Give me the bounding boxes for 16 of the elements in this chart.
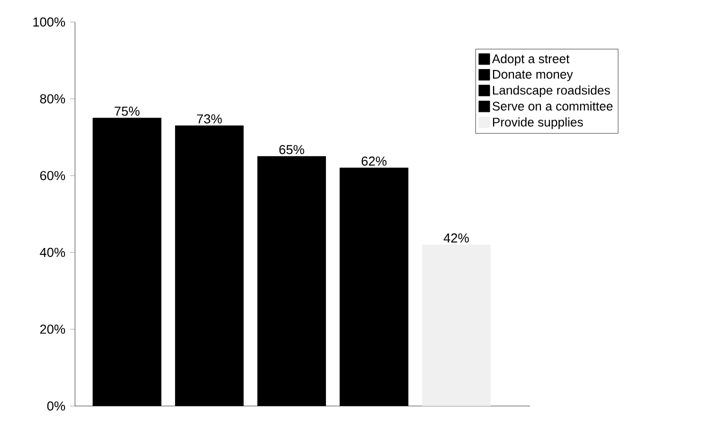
- legend-label: Landscape roadsides: [493, 86, 610, 98]
- y-tick-label: 40%: [40, 248, 66, 257]
- data-label: 62%: [362, 156, 386, 166]
- y-tick-label: 60%: [40, 171, 66, 180]
- y-tick-label: 20%: [40, 324, 66, 334]
- y-tick-label: 100%: [33, 17, 66, 27]
- data-label: 42%: [444, 233, 469, 243]
- y-tick-label: 0%: [47, 401, 66, 411]
- legend-label: Serve on a committee: [492, 101, 613, 111]
- data-label: 65%: [279, 145, 304, 154]
- y-tick-label: 80%: [40, 94, 66, 104]
- legend-label: Donate money: [493, 70, 573, 82]
- data-label: 73%: [197, 114, 222, 124]
- data-label: 75%: [114, 106, 140, 116]
- legend-label: Provide supplies: [493, 117, 583, 130]
- legend-label: Adopt a street: [492, 54, 570, 66]
